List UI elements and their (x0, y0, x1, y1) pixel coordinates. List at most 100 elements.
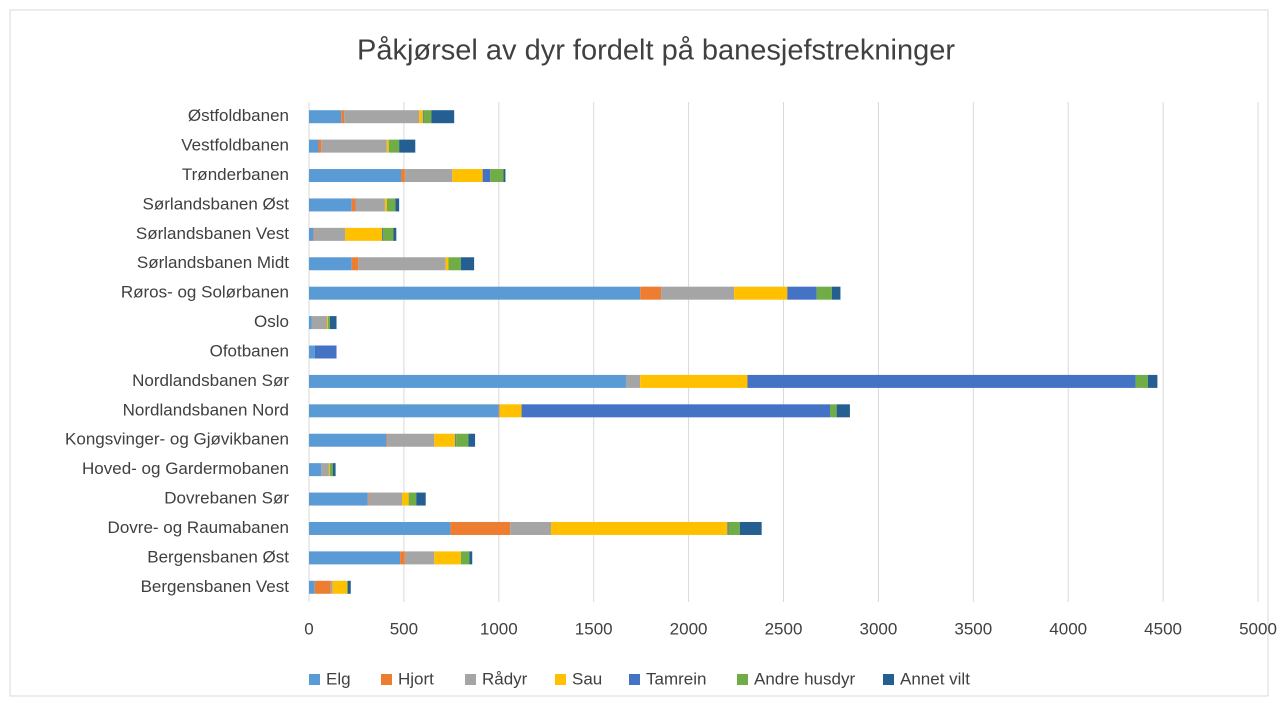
x-tick-label: 5000 (1239, 619, 1277, 638)
bar-segment (355, 198, 385, 212)
y-tick-label: Nordlandsbanen Nord (123, 400, 289, 419)
bar-segment (503, 169, 506, 183)
legend-label: Tamrein (646, 669, 706, 688)
bar-segment (321, 463, 329, 477)
bar-segment (309, 139, 319, 153)
bar-segment (318, 139, 322, 153)
x-tick-label: 1000 (480, 619, 518, 638)
bar-segment (395, 198, 400, 212)
x-tick-label: 2500 (765, 619, 803, 638)
bar-segment (468, 433, 476, 447)
legend-swatch (737, 674, 748, 685)
legend-label: Rådyr (482, 669, 528, 688)
bar-segment (456, 433, 469, 447)
legend-label: Hjort (398, 669, 434, 688)
bar-segment (309, 110, 342, 124)
bar-segment (309, 316, 312, 330)
bar-segment (510, 521, 551, 535)
bar-segment (351, 198, 356, 212)
bar-segment (734, 286, 788, 300)
bar-segment (423, 110, 432, 124)
chart-frame (9, 9, 1269, 697)
bar-segment (387, 433, 435, 447)
bar-segment (383, 227, 394, 241)
bar-segment (404, 551, 435, 565)
bar-segment (345, 227, 383, 241)
bar-segment (499, 404, 522, 418)
bar-segment (448, 257, 461, 271)
y-tick-label: Bergensbanen Vest (141, 577, 290, 596)
bar-segment (311, 316, 328, 330)
x-tick-label: 3500 (954, 619, 992, 638)
x-tick-label: 2000 (670, 619, 708, 638)
bar-segment (816, 286, 832, 300)
bar-segment (404, 169, 453, 183)
y-tick-label: Sørlandsbanen Øst (143, 194, 290, 213)
legend-label: Elg (326, 669, 351, 688)
bar-segment (460, 257, 475, 271)
legend-label: Annet vilt (900, 669, 970, 688)
bar-segment (445, 257, 449, 271)
bar-segment (419, 110, 423, 124)
bar-segment (836, 404, 850, 418)
bar-segment (309, 227, 314, 241)
y-tick-label: Røros- og Solørbanen (121, 283, 289, 302)
bar-segment (661, 286, 735, 300)
bar-segment (460, 551, 470, 565)
bar-segment (347, 580, 351, 594)
bar-segment (368, 492, 403, 506)
bar-segment (469, 551, 473, 565)
bar-segment (309, 169, 402, 183)
bar-segment (309, 374, 626, 388)
bar-segment (831, 286, 841, 300)
legend-swatch (629, 674, 640, 685)
bar-segment (431, 110, 455, 124)
bar-segment (367, 492, 369, 506)
bar-segment (422, 110, 424, 124)
bar-segment (351, 257, 359, 271)
bar-segment (329, 463, 333, 477)
y-tick-label: Bergensbanen Øst (147, 547, 289, 566)
bar-segment (332, 463, 336, 477)
bar-segment (550, 521, 728, 535)
bar-segment (329, 316, 337, 330)
y-tick-label: Dovre- og Raumabanen (108, 518, 289, 537)
bar-segment (327, 316, 330, 330)
bar-segment (309, 463, 322, 477)
legend-label: Sau (572, 669, 602, 688)
bar-segment (309, 433, 387, 447)
bar-segment (787, 286, 817, 300)
bar-segment (309, 286, 641, 300)
bar-segment (346, 580, 348, 594)
bar-segment (521, 404, 831, 418)
bar-segment (309, 404, 499, 418)
bar-segment (332, 580, 347, 594)
x-tick-label: 3000 (859, 619, 897, 638)
bar-segment (830, 404, 837, 418)
y-tick-label: Hoved- og Gardermobanen (82, 459, 289, 478)
bar-segment (309, 551, 401, 565)
bar-segment (452, 169, 483, 183)
bar-segment (402, 492, 409, 506)
bar-segment (384, 198, 387, 212)
chart-title: Påkjørsel av dyr fordelt på banesjefstre… (357, 35, 955, 67)
y-tick-label: Dovrebanen Sør (164, 489, 289, 508)
x-tick-label: 0 (304, 619, 313, 638)
legend-swatch (381, 674, 392, 685)
y-tick-label: Østfoldbanen (188, 106, 289, 125)
bar-segment (358, 257, 446, 271)
y-tick-label: Ofotbanen (210, 341, 289, 360)
bar-segment (386, 433, 388, 447)
bar-segment (490, 169, 504, 183)
y-tick-label: Oslo (254, 312, 289, 331)
bar-segment (309, 521, 451, 535)
bar-segment (386, 198, 396, 212)
bar-segment (314, 227, 346, 241)
bar-segment (434, 551, 461, 565)
bar-segment (640, 374, 748, 388)
bar-segment (327, 316, 328, 330)
bar-segment (309, 492, 368, 506)
bar-segment (1147, 374, 1158, 388)
bar-segment (400, 551, 405, 565)
y-tick-label: Vestfoldbanen (181, 136, 289, 155)
